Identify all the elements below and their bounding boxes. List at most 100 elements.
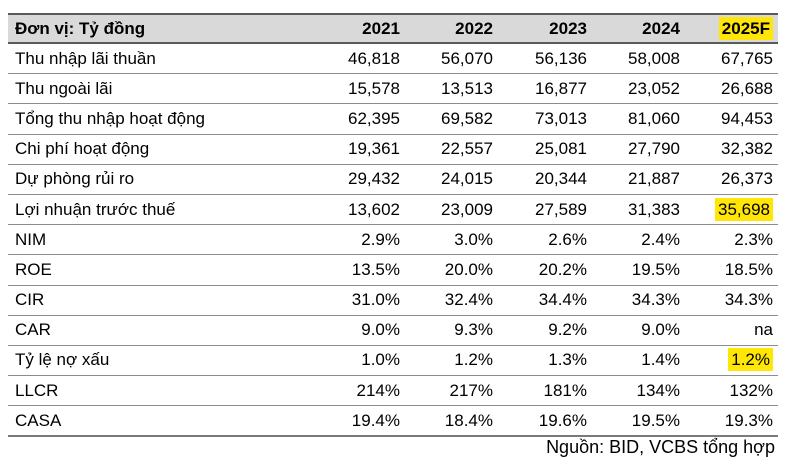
highlighted-forecast-header: 2025F [718,16,773,40]
row-value-cell: 26,688 [680,73,778,105]
value-text: 21,887 [628,169,680,189]
value-text: 15,578 [348,78,400,98]
value-text: 13,513 [441,78,493,98]
value-text: 31,383 [628,199,680,219]
table-row: CASA 19.4% 18.4% 19.6% 19.5% 19.3% [8,405,778,438]
value-text: 20.2% [538,259,587,279]
value-text: 69,582 [441,108,493,128]
row-value-cell: 2.3% [680,224,778,256]
row-value-cell: 9.0% [307,315,400,346]
row-value-cell: 67,765 [680,43,778,75]
row-value-cell: 27,790 [587,134,680,165]
value-text: na [754,320,773,340]
row-value-cell: 34.3% [587,285,680,316]
table-row: LLCR 214% 217% 181% 134% 132% [8,375,778,407]
row-value-cell: 18.4% [400,405,493,438]
row-label: CIR [8,285,307,316]
financial-table-body: Thu nhập lãi thuần 46,818 56,070 56,136 58,0… [8,43,778,438]
value-text: 2.3% [734,229,773,249]
row-value-cell: 35,698 [680,194,778,226]
source-note: Nguồn: BID, VCBS tổng hợp [546,437,775,457]
row-value-cell: 15,578 [307,73,400,105]
row-value-cell: 181% [493,375,587,407]
row-value-cell: 73,013 [493,103,587,135]
row-value-cell: 132% [680,375,778,407]
value-text: 27,589 [535,199,587,219]
value-text: 1.4% [641,350,680,370]
value-text: 19.5% [631,259,680,279]
value-text: 32.4% [444,290,493,310]
value-text: 24,015 [441,169,493,189]
table-row: Lợi nhuận trước thuế 13,602 23,009 27,589 31… [8,194,778,226]
value-text: 132% [729,380,773,400]
value-text: 19.6% [538,410,587,430]
row-label: CASA [8,405,307,438]
row-value-cell: 46,818 [307,43,400,75]
row-value-cell: 1.4% [587,345,680,377]
row-value-cell: 16,877 [493,73,587,105]
row-value-cell: 29,432 [307,164,400,195]
row-label: LLCR [8,375,307,407]
value-text: 58,008 [628,48,680,68]
value-text: 9.0% [361,320,400,340]
value-text: 20,344 [535,169,587,189]
value-text: 19.4% [351,410,400,430]
table-row: Chi phí hoạt động 19,361 22,557 25,081 27,79… [8,134,778,165]
value-text: 18.5% [724,259,773,279]
year-label: 2022 [455,18,493,38]
value-text: 18.4% [444,410,493,430]
year-column-header: 2022 [400,13,493,44]
value-text: 1.0% [361,350,400,370]
value-text: 2.4% [641,229,680,249]
table-row: ROE 13.5% 20.0% 20.2% 19.5% 18.5% [8,254,778,286]
row-value-cell: 1.2% [400,345,493,377]
row-value-cell: 1.3% [493,345,587,377]
table-row: NIM 2.9% 3.0% 2.6% 2.4% 2.3% [8,224,778,256]
value-text: 9.0% [641,320,680,340]
row-value-cell: 13,602 [307,194,400,226]
value-text: 67,765 [721,48,773,68]
row-value-cell: 2.9% [307,224,400,256]
row-value-cell: 56,070 [400,43,493,75]
value-text: 23,052 [628,78,680,98]
row-value-cell: 32,382 [680,134,778,165]
row-label: Thu ngoài lãi [8,73,307,105]
row-value-cell: 13.5% [307,254,400,286]
row-label: NIM [8,224,307,256]
row-value-cell: 1.2% [680,345,778,377]
unit-header-cell: Đơn vị: Tỷ đồng [8,13,307,44]
value-text: 181% [543,380,587,400]
row-value-cell: 9.3% [400,315,493,346]
table-row: Thu nhập lãi thuần 46,818 56,070 56,136 58,0… [8,43,778,75]
row-value-cell: 20.0% [400,254,493,286]
value-text: 34.3% [724,290,773,310]
row-value-cell: 19.5% [587,405,680,438]
row-value-cell: na [680,315,778,346]
row-label: Dự phòng rủi ro [8,164,307,195]
year-label: 2023 [549,18,587,38]
table-row: Tỷ lệ nợ xấu 1.0% 1.2% 1.3% 1.4% 1.2% [8,345,778,377]
value-text: 1.2% [454,350,493,370]
row-value-cell: 27,589 [493,194,587,226]
row-value-cell: 214% [307,375,400,407]
row-value-cell: 34.3% [680,285,778,316]
row-value-cell: 2.4% [587,224,680,256]
value-text: 23,009 [441,199,493,219]
row-value-cell: 13,513 [400,73,493,105]
year-label: 2021 [362,18,400,38]
value-text: 26,688 [721,78,773,98]
highlighted-value: 1.2% [728,348,773,372]
value-text: 20.0% [444,259,493,279]
year-column-header: 2025F [680,13,778,44]
value-text: 27,790 [628,139,680,159]
value-text: 217% [449,380,493,400]
row-value-cell: 3.0% [400,224,493,256]
value-text: 34.3% [631,290,680,310]
value-text: 81,060 [628,108,680,128]
value-text: 94,453 [721,108,773,128]
value-text: 9.3% [454,320,493,340]
value-text: 16,877 [535,78,587,98]
row-value-cell: 134% [587,375,680,407]
value-text: 19.5% [631,410,680,430]
row-value-cell: 31.0% [307,285,400,316]
